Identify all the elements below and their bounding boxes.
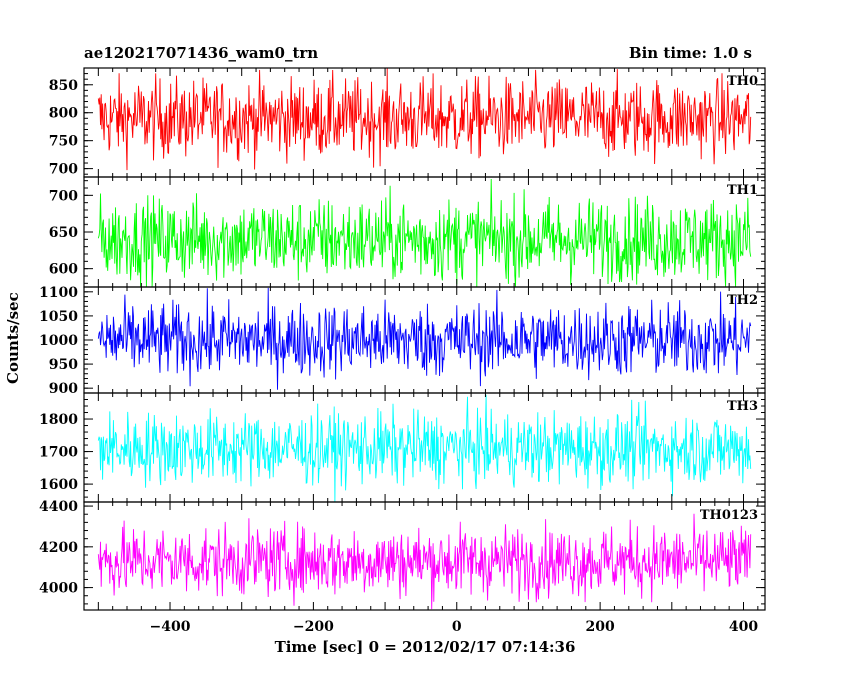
x-tick-label: −400 [150,619,191,635]
series-line-th2 [97,287,752,390]
panel-label-th0123: TH0123 [700,508,758,523]
y-tick-label: 1700 [39,445,78,461]
x-axis-label: Time [sec] 0 = 2012/02/17 07:14:36 [274,638,576,656]
panel-frame-th2 [83,286,766,394]
y-tick-label: 800 [49,106,78,122]
panel-label-th0: TH0 [727,74,758,89]
series-line-th0 [97,67,752,171]
series-line-th1 [97,178,752,288]
light-curve-title: ae120217071436_wam0_trn [84,44,319,62]
y-tick-label: 1000 [39,333,78,349]
panel-label-th2: TH2 [727,293,758,308]
y-tick-label: 4200 [39,540,78,556]
bin-time-label: Bin time: 1.0 s [628,44,752,62]
y-tick-label: 650 [49,225,78,241]
y-tick-label: 700 [49,188,78,204]
y-tick-label: 600 [49,262,78,278]
y-tick-label: 950 [49,357,78,373]
panel-label-th1: TH1 [727,183,758,198]
y-axis-label: Counts/sec [4,292,22,384]
y-tick-label: 850 [49,78,78,94]
y-tick-label: 700 [49,162,78,178]
y-tick-label: 1600 [39,477,78,493]
x-tick-label: −200 [293,619,334,635]
series-line-th0123 [97,513,752,610]
panel-frame-th0123 [83,501,766,611]
x-tick-label: 200 [586,619,615,635]
y-tick-label: 900 [49,381,78,397]
x-tick-label: 400 [729,619,758,635]
panel-label-th3: TH3 [727,399,758,414]
y-tick-label: 1050 [39,309,78,325]
y-tick-label: 750 [49,134,78,150]
x-tick-label: 0 [452,619,462,635]
y-tick-label: 1800 [39,412,78,428]
series-line-th3 [97,394,752,503]
y-tick-label: 4400 [39,499,78,515]
y-tick-label: 1100 [39,285,78,301]
y-tick-label: 4000 [39,581,78,597]
